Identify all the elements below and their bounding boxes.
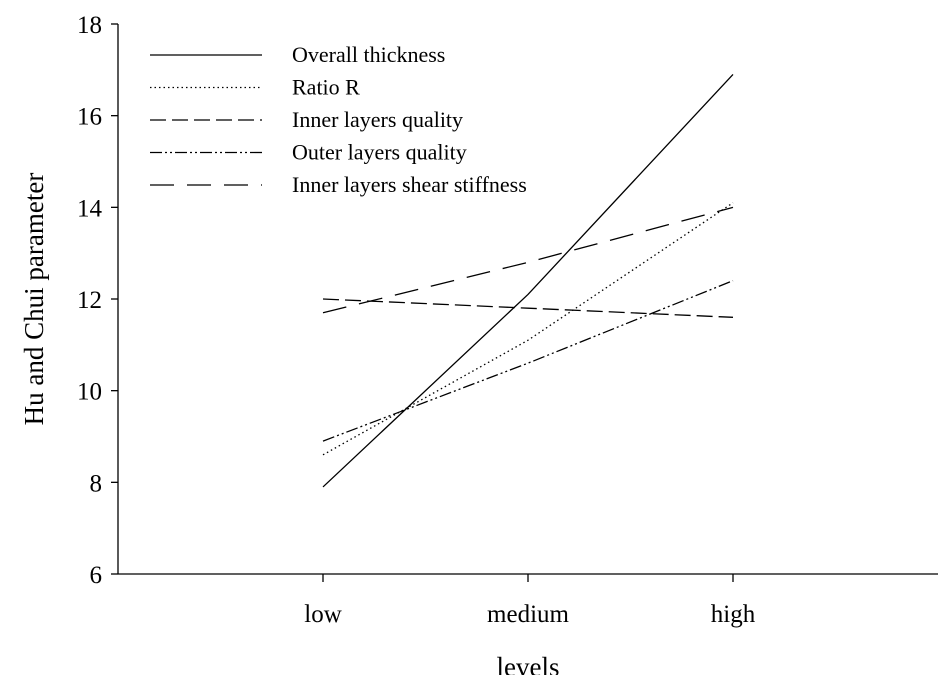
y-tick-label: 8 [90, 470, 103, 497]
legend: Overall thickness Ratio R Inner layers qua… [150, 42, 527, 197]
y-tick-label: 12 [77, 287, 102, 314]
legend-label: Inner layers quality [292, 107, 463, 132]
series-line-1 [322, 73, 734, 488]
legend-label: Ratio R [292, 75, 360, 100]
y-tick-label: 10 [77, 379, 102, 406]
y-tick-label: 6 [90, 562, 103, 589]
x-tick-label: high [711, 601, 756, 628]
x-tick-label: low [304, 601, 342, 628]
axes [117, 24, 938, 575]
legend-label: Inner layers shear stiffness [292, 172, 527, 197]
y-tick-label: 16 [77, 104, 102, 131]
legend-label: Outer layers quality [292, 140, 467, 165]
y-tick-label: 14 [77, 195, 103, 222]
y-axis-title: Hu and Chui parameter [19, 173, 49, 426]
x-tick-label: medium [487, 601, 569, 628]
y-tick-label: 18 [77, 12, 102, 39]
series-line-3 [322, 298, 734, 318]
series-line-5 [322, 206, 734, 314]
legend-label: Overall thickness [292, 42, 445, 67]
x-axis-title: levels [497, 652, 560, 675]
tick-group: 6 8 10 12 14 16 18 low medium high [77, 12, 756, 628]
series-line-4 [322, 280, 734, 442]
series-group [322, 73, 734, 488]
series-line-2 [322, 202, 734, 456]
